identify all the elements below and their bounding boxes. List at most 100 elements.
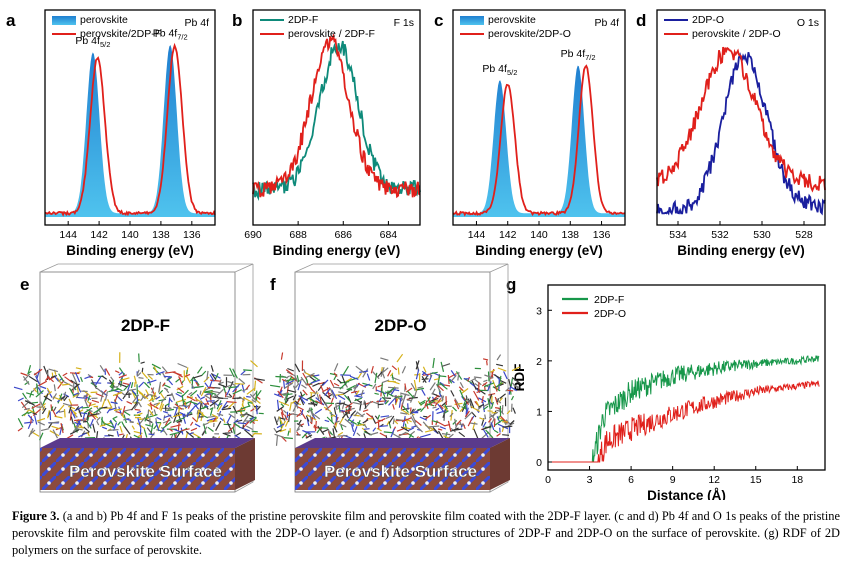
panel-g-xlabel: Distance (Å) bbox=[647, 488, 726, 500]
panel-g-xtick-label-4: 12 bbox=[708, 474, 720, 486]
panel-d-xtick-label-1: 532 bbox=[711, 229, 729, 241]
panel-e-polymer-bonds bbox=[53, 375, 184, 436]
panel-f-polymer-bonds bbox=[329, 372, 489, 426]
panel-e-polymer-bonds bbox=[24, 377, 254, 442]
panel-e-polymer-bonds bbox=[70, 381, 234, 433]
panel-e-polymer-bonds bbox=[22, 370, 220, 438]
panel-f-polymer-bonds bbox=[275, 382, 495, 446]
panel-f-polymer-bonds bbox=[292, 394, 497, 441]
panel-a-xtick-label-0: 144 bbox=[59, 229, 77, 241]
panel-c-xtick-label-3: 138 bbox=[562, 229, 580, 241]
panel-g-ylabel: RDF bbox=[512, 364, 527, 392]
panel-f-polymer-bonds bbox=[393, 402, 497, 430]
panel-e-polymer-bonds bbox=[32, 390, 206, 436]
panel-c-annotation-1: Pb 4f7/2 bbox=[561, 48, 596, 62]
panel-e-polymer-bonds bbox=[23, 377, 256, 438]
panel-e-polymer-bonds bbox=[70, 378, 265, 431]
panel-f-polymer-bonds bbox=[280, 376, 473, 427]
panel-b-legend-label-1: perovskite / 2DP-F bbox=[288, 28, 375, 40]
panel-a-series-1 bbox=[44, 42, 216, 217]
panel-a-legend-swatch-0 bbox=[52, 16, 76, 25]
panel-e-polymer-bonds bbox=[110, 374, 223, 407]
figure-caption: Figure 3. (a and b) Pb 4f and F 1s peaks… bbox=[12, 508, 840, 559]
panel-label-f: f bbox=[270, 275, 276, 294]
panel-e-polymer-bonds bbox=[24, 379, 255, 424]
panel-c-xlabel: Binding energy (eV) bbox=[475, 243, 603, 258]
panel-f-polymer-bonds bbox=[287, 375, 468, 436]
panel-e-polymer-bonds bbox=[34, 372, 242, 440]
panel-f-polymer-bonds bbox=[314, 382, 474, 432]
panel-a-xlabel: Binding energy (eV) bbox=[66, 243, 194, 258]
panel-e-polymer-bonds bbox=[47, 392, 183, 438]
panel-e-polymer-bonds bbox=[58, 386, 256, 421]
panel-a-legend-label-1: perovskite/2DP-F bbox=[80, 28, 161, 40]
panel-e-polymer-bonds bbox=[13, 372, 194, 435]
panel-c-legend-label-0: perovskite bbox=[488, 14, 536, 26]
panel-e-polymer-bonds bbox=[48, 382, 222, 433]
panel-d-legend-label-0: 2DP-O bbox=[692, 14, 724, 26]
panel-f-polymer-bonds bbox=[339, 377, 481, 426]
panel-c-xtick-label-0: 144 bbox=[468, 229, 486, 241]
panel-f-polymer-bonds bbox=[331, 381, 447, 427]
panel-g-xtick-label-1: 3 bbox=[587, 474, 593, 486]
panel-f-slab-side bbox=[490, 438, 510, 490]
panel-a-xtick-label-3: 138 bbox=[152, 229, 170, 241]
panel-e-polymer-bonds bbox=[41, 374, 261, 418]
panel-e-polymer-bonds bbox=[73, 381, 257, 429]
panel-a-xtick-label-4: 136 bbox=[183, 229, 201, 241]
panel-f-polymer-bonds bbox=[307, 370, 482, 420]
panel-f-polymer-bonds bbox=[288, 379, 507, 438]
panel-f-polymer-bonds bbox=[279, 372, 394, 434]
panel-a-xtick-label-2: 140 bbox=[121, 229, 139, 241]
panel-f-polymer-bonds bbox=[299, 365, 508, 427]
panel-b-series-1 bbox=[252, 32, 421, 199]
panel-e-polymer-bonds bbox=[28, 375, 244, 440]
panel-e-polymer-bonds bbox=[76, 371, 228, 411]
panel-g-xtick-label-3: 9 bbox=[670, 474, 676, 486]
panel-f-surface-label: Perovskite Surface bbox=[324, 462, 477, 481]
panel-b-xtick-label-0: 690 bbox=[244, 229, 262, 241]
panel-a-title: Pb 4f bbox=[184, 17, 209, 29]
panel-label-d: d bbox=[636, 11, 646, 30]
panel-f-polymer-bonds bbox=[330, 372, 508, 423]
panel-label-e: e bbox=[20, 275, 29, 294]
panel-e-polymer-bonds bbox=[57, 371, 251, 402]
panel-e-polymer-bonds bbox=[51, 372, 215, 422]
panel-e-polymer-bonds bbox=[143, 366, 252, 438]
panel-f-cell-back bbox=[294, 271, 491, 493]
panel-c-annotation-0: Pb 4f5/2 bbox=[482, 63, 517, 77]
panel-g-xtick-label-6: 18 bbox=[791, 474, 803, 486]
panel-f-polymer-bonds bbox=[305, 382, 506, 439]
panel-e-polymer-bonds bbox=[84, 369, 237, 439]
panel-e-polymer-bonds bbox=[24, 392, 255, 422]
panel-f-polymer-bonds bbox=[286, 382, 404, 441]
panel-a-xtick-label-1: 142 bbox=[90, 229, 108, 241]
panel-f-polymer-bonds bbox=[277, 370, 480, 421]
panel-e-polymer-bonds bbox=[62, 383, 259, 433]
panel-f-polymer-bonds bbox=[275, 401, 515, 433]
panel-f-polymer-bonds bbox=[279, 388, 469, 433]
panel-f-polymer-bonds bbox=[338, 372, 513, 428]
panel-f-polymer-bonds bbox=[301, 369, 487, 438]
panel-e-polymer-bonds bbox=[84, 382, 257, 439]
panel-d-xtick-label-2: 530 bbox=[753, 229, 771, 241]
panel-e-polymer-bonds bbox=[52, 369, 235, 409]
panel-f-polymer-bonds bbox=[284, 373, 395, 404]
panel-g-series-0 bbox=[548, 355, 820, 463]
panel-e-slab-top bbox=[40, 438, 255, 448]
panel-g-series-1 bbox=[548, 380, 820, 463]
panel-e-polymer-bonds bbox=[33, 368, 256, 424]
panel-c-series-1 bbox=[452, 64, 626, 217]
panel-e-polymer-bonds bbox=[42, 367, 214, 432]
panel-g-xtick-label-0: 0 bbox=[545, 474, 551, 486]
panel-d-series-1 bbox=[656, 46, 826, 193]
panel-e-cell-edges bbox=[39, 263, 254, 493]
panel-f-polymer-bonds bbox=[325, 374, 502, 438]
panel-f-polymer-bonds bbox=[297, 378, 512, 426]
panel-e-polymer-bonds bbox=[35, 377, 164, 432]
panel-f-polymer-bonds bbox=[282, 390, 415, 416]
panel-g-ytick-label-0: 0 bbox=[536, 457, 542, 469]
panel-b-xlabel: Binding energy (eV) bbox=[273, 243, 401, 258]
panel-label-c: c bbox=[434, 11, 443, 30]
panel-e-cell-back bbox=[39, 271, 236, 493]
